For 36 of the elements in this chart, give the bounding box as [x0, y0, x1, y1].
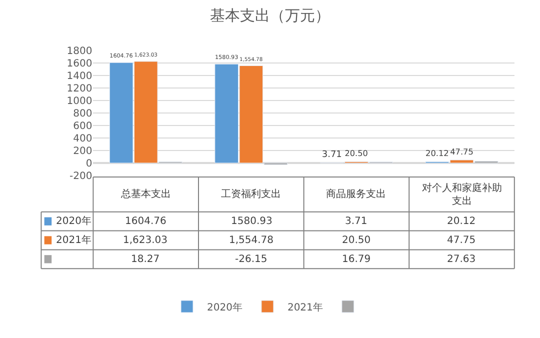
data-label: 18.27 [131, 254, 160, 265]
x-tick-label: 商品服务支出 [326, 188, 386, 200]
legend-label: 2021年 [56, 234, 92, 246]
text: 20.50 [344, 149, 368, 158]
y-tick-label: 200 [73, 146, 92, 157]
y-tick-label: 0 [86, 158, 92, 170]
y-tick-label: 1600 [66, 58, 92, 70]
text: 3.71 [322, 150, 342, 160]
data-label: 1580.93 [231, 216, 272, 227]
y-tick-label: 1200 [66, 83, 92, 94]
data-label: 1604.76 [125, 216, 166, 227]
data-label: 20.50 [342, 235, 371, 246]
data-label: -26.15 [235, 254, 268, 265]
x-tick-label: 总基本支出 [120, 188, 171, 200]
y-tick-label: 400 [73, 133, 92, 144]
y-tick-label: 800 [73, 108, 92, 120]
data-label: 1,554.78 [229, 235, 274, 246]
data-label: 1,623.03 [123, 235, 168, 246]
y-tick-label: 1000 [66, 96, 92, 107]
legend-label: 2020年 [56, 215, 92, 227]
text: 2021年 [287, 302, 323, 314]
chart-title: 基本支出（万元） [210, 6, 330, 25]
y-tick-label: 600 [73, 120, 92, 132]
data-label: 47.75 [447, 235, 476, 246]
text: 47.75 [450, 146, 474, 156]
text: 20.12 [426, 148, 449, 158]
text: 2020年 [207, 302, 242, 314]
y-tick-label: -200 [69, 171, 92, 182]
y-tick-label: 1800 [66, 46, 92, 57]
data-label: 3.71 [345, 216, 368, 227]
data-label: 16.79 [342, 254, 371, 265]
y-tick-label: 1400 [66, 70, 92, 82]
x-tick-label: 工资福利支出 [221, 188, 281, 200]
data-label: 27.63 [447, 254, 476, 265]
data-label: 20.12 [447, 216, 476, 227]
x-tick-label: 对个人和家庭补助支出 [422, 182, 502, 207]
